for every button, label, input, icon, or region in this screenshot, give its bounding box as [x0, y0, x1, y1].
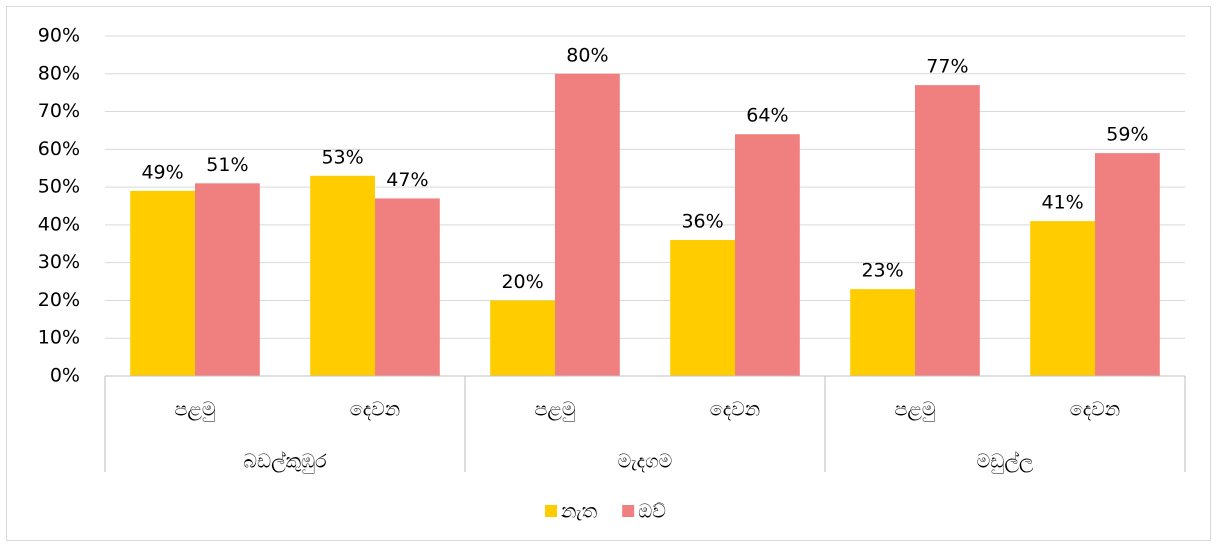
group-label: මැදගම [618, 451, 673, 473]
y-tick-label: 20% [38, 289, 80, 311]
legend-label: ඔව් [638, 501, 666, 523]
bar [1095, 153, 1160, 376]
y-tick-label: 40% [38, 213, 80, 235]
y-tick-label: 0% [50, 365, 80, 387]
x-tick-label: දෙවන [710, 399, 760, 421]
x-tick-label: දෙවන [1070, 399, 1120, 421]
data-label: 77% [926, 56, 968, 78]
data-label: 64% [746, 105, 788, 127]
y-tick-label: 10% [38, 327, 80, 349]
data-label: 51% [206, 154, 248, 176]
y-tick-label: 70% [38, 100, 80, 122]
bar [915, 85, 980, 376]
bar [850, 289, 915, 376]
group-label: මඩුල්ල [977, 450, 1034, 474]
bar [670, 240, 735, 376]
bar [735, 134, 800, 376]
legend-label: නැත [561, 501, 597, 523]
y-tick-label: 50% [38, 176, 80, 198]
y-tick-label: 90% [38, 25, 80, 47]
data-label: 20% [501, 271, 543, 293]
data-label: 49% [141, 161, 183, 183]
bar [195, 183, 260, 376]
data-label: 47% [386, 169, 428, 191]
bar [130, 190, 195, 376]
data-label: 23% [861, 260, 903, 282]
bar [310, 175, 375, 376]
legend-swatch [622, 505, 635, 517]
data-label: 59% [1106, 124, 1148, 146]
bar [555, 73, 620, 377]
bar [375, 198, 440, 376]
legend-swatch [545, 505, 557, 517]
group-label: බඩල්කුඹුර [243, 450, 327, 474]
data-label: 53% [321, 146, 363, 168]
x-tick-label: පළමු [894, 399, 935, 422]
x-tick-label: පළමු [174, 399, 215, 422]
data-label: 41% [1041, 192, 1083, 214]
x-tick-label: පළමු [534, 399, 575, 422]
y-tick-label: 30% [38, 251, 80, 273]
data-label: 36% [681, 211, 723, 233]
bar [490, 300, 555, 376]
y-tick-label: 80% [38, 62, 80, 84]
data-label: 80% [566, 44, 608, 66]
x-tick-label: දෙවන [350, 399, 400, 421]
bar [1030, 221, 1095, 376]
y-tick-label: 60% [38, 138, 80, 160]
